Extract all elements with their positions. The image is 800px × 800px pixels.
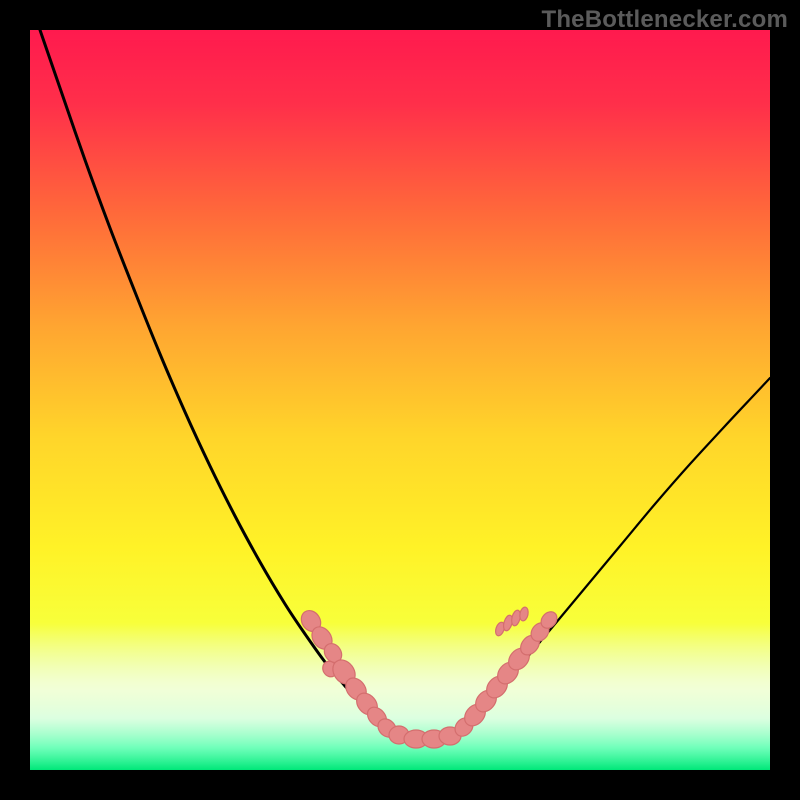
chart-svg [30, 30, 770, 770]
chart-frame: TheBottlenecker.com [0, 0, 800, 800]
haze-band [30, 625, 770, 770]
watermark-text: TheBottlenecker.com [541, 6, 788, 34]
plot-area [30, 30, 770, 770]
